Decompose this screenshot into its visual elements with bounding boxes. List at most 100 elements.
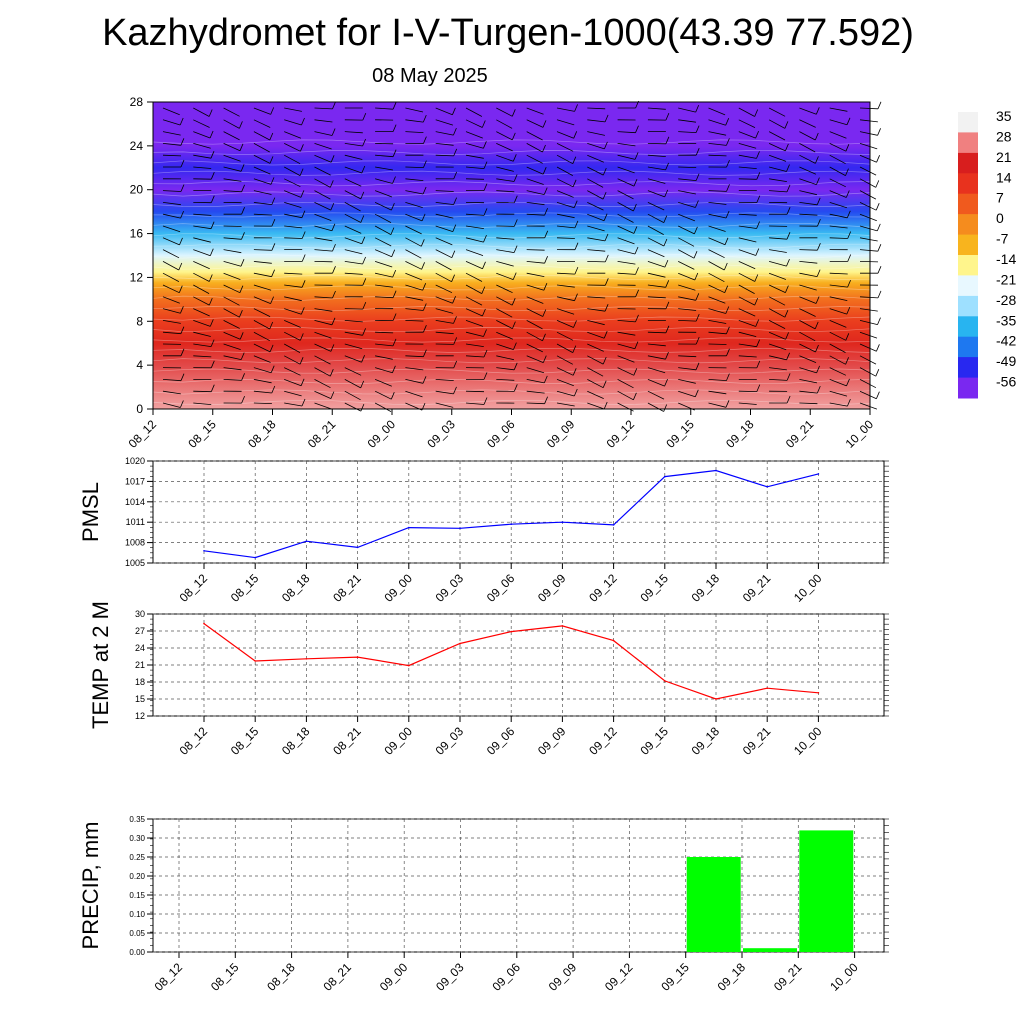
y-tick-label: 30 xyxy=(135,609,145,619)
y-tick-label: 1005 xyxy=(125,558,145,568)
x-tick-label: 09_12 xyxy=(586,724,620,758)
y-axis-label: TEMP at 2 M xyxy=(88,601,113,729)
pmsl-point xyxy=(766,486,768,488)
x-tick-label: 09_21 xyxy=(771,960,805,994)
x-tick-label: 09_12 xyxy=(586,571,620,605)
y-tick-label: 1008 xyxy=(125,538,145,548)
temp-point xyxy=(305,658,308,660)
precip-bar xyxy=(686,857,741,952)
colorbar-swatch xyxy=(958,255,978,276)
pmsl-point xyxy=(510,523,512,525)
x-tick-label: 09_15 xyxy=(663,417,697,451)
x-tick-label: 09_12 xyxy=(604,417,638,451)
x-tick-label: 09_03 xyxy=(433,724,467,758)
colorbar-label: 35 xyxy=(996,108,1012,124)
x-tick-label: 08_15 xyxy=(228,571,262,605)
colorbar-label: 28 xyxy=(996,128,1012,144)
y-tick-label: 15 xyxy=(135,694,145,704)
x-tick-label: 09_06 xyxy=(484,571,518,605)
temp-point xyxy=(408,664,410,667)
x-tick-label: 09_18 xyxy=(689,724,723,758)
temp-point xyxy=(766,687,768,689)
x-tick-label: 09_15 xyxy=(637,571,671,605)
x-tick-label: 08_12 xyxy=(152,960,186,994)
y-tick-label: 0.25 xyxy=(129,853,145,862)
x-tick-label: 08_18 xyxy=(264,960,298,994)
colorbar-swatch xyxy=(958,377,978,399)
y-tick-label: 28 xyxy=(130,95,144,109)
y-tick-label: 1014 xyxy=(125,497,145,507)
y-tick-label: 0.05 xyxy=(129,929,145,938)
pmsl-point xyxy=(459,527,461,530)
colorbar-swatch xyxy=(958,316,978,338)
colorbar-label: -49 xyxy=(996,353,1016,369)
x-tick-label: 09_00 xyxy=(381,571,415,605)
x-tick-label: 09_15 xyxy=(658,960,692,994)
y-tick-label: 0.00 xyxy=(129,948,145,957)
x-tick-label: 10_00 xyxy=(791,571,825,605)
x-tick-label: 08_12 xyxy=(177,724,211,758)
temp-point xyxy=(561,625,564,627)
y-tick-label: 4 xyxy=(136,358,143,372)
colorbar-label: 7 xyxy=(996,190,1004,206)
colorbar-label: 14 xyxy=(996,169,1012,185)
x-tick-label: 08_21 xyxy=(321,960,355,994)
y-tick-label: 18 xyxy=(135,677,145,687)
x-tick-label: 10_00 xyxy=(791,724,825,758)
temp-point xyxy=(510,630,512,633)
colorbar-swatch xyxy=(958,275,978,297)
pmsl-point xyxy=(203,550,205,552)
colorbar-label: 0 xyxy=(996,210,1004,226)
y-tick-label: 24 xyxy=(130,139,144,153)
pmsl-point xyxy=(664,475,666,478)
colorbar-swatch xyxy=(958,193,978,215)
colorbar-label: -7 xyxy=(996,231,1009,247)
colorbar-swatch xyxy=(958,214,978,235)
x-tick-label: 09_06 xyxy=(484,724,518,758)
contour-lines xyxy=(152,139,871,405)
colorbar-swatch xyxy=(958,173,978,195)
colorbar-label: -21 xyxy=(996,271,1016,287)
y-tick-label: 0 xyxy=(136,402,143,416)
x-tick-label: 09_09 xyxy=(544,417,578,451)
x-tick-label: 08_15 xyxy=(228,724,262,758)
x-tick-label: 09_09 xyxy=(535,571,569,605)
x-tick-label: 08_21 xyxy=(305,417,339,451)
y-tick-label: 24 xyxy=(135,643,145,653)
x-tick-label: 09_00 xyxy=(377,960,411,994)
plot-frame xyxy=(152,460,885,564)
x-tick-label: 09_21 xyxy=(740,571,774,605)
y-tick-label: 0.35 xyxy=(129,815,145,824)
x-tick-label: 09_03 xyxy=(433,571,467,605)
colorbar-swatch xyxy=(958,234,978,256)
x-tick-label: 08_18 xyxy=(245,417,279,451)
colorbar-swatch xyxy=(958,152,978,174)
x-tick-label: 10_00 xyxy=(827,960,861,994)
colorbar-label: -35 xyxy=(996,312,1016,328)
pmsl-point xyxy=(817,473,820,475)
temp-point xyxy=(254,660,256,662)
colorbar-swatch xyxy=(958,132,978,154)
x-tick-label: 09_18 xyxy=(689,571,723,605)
x-tick-label: 09_18 xyxy=(723,417,757,451)
pmsl-point xyxy=(408,526,410,529)
colorbar-swatch xyxy=(958,112,978,133)
colorbar-label: -14 xyxy=(996,251,1016,267)
x-tick-label: 10_00 xyxy=(843,417,877,451)
x-tick-label: 08_21 xyxy=(330,724,364,758)
pmsl-point xyxy=(612,524,615,526)
wind-barbs xyxy=(162,100,882,412)
y-tick-label: 8 xyxy=(136,314,143,328)
x-tick-label: 09_03 xyxy=(424,417,458,451)
x-tick-label: 08_18 xyxy=(279,571,313,605)
x-tick-label: 09_06 xyxy=(489,960,523,994)
pmsl-point xyxy=(305,540,308,542)
y-tick-label: 1020 xyxy=(125,456,145,466)
x-tick-label: 09_00 xyxy=(381,724,415,758)
temperature-field xyxy=(153,102,870,409)
y-tick-label: 21 xyxy=(135,660,145,670)
x-tick-label: 08_18 xyxy=(279,724,313,758)
x-tick-label: 08_15 xyxy=(208,960,242,994)
colorbar-swatch xyxy=(958,295,978,317)
